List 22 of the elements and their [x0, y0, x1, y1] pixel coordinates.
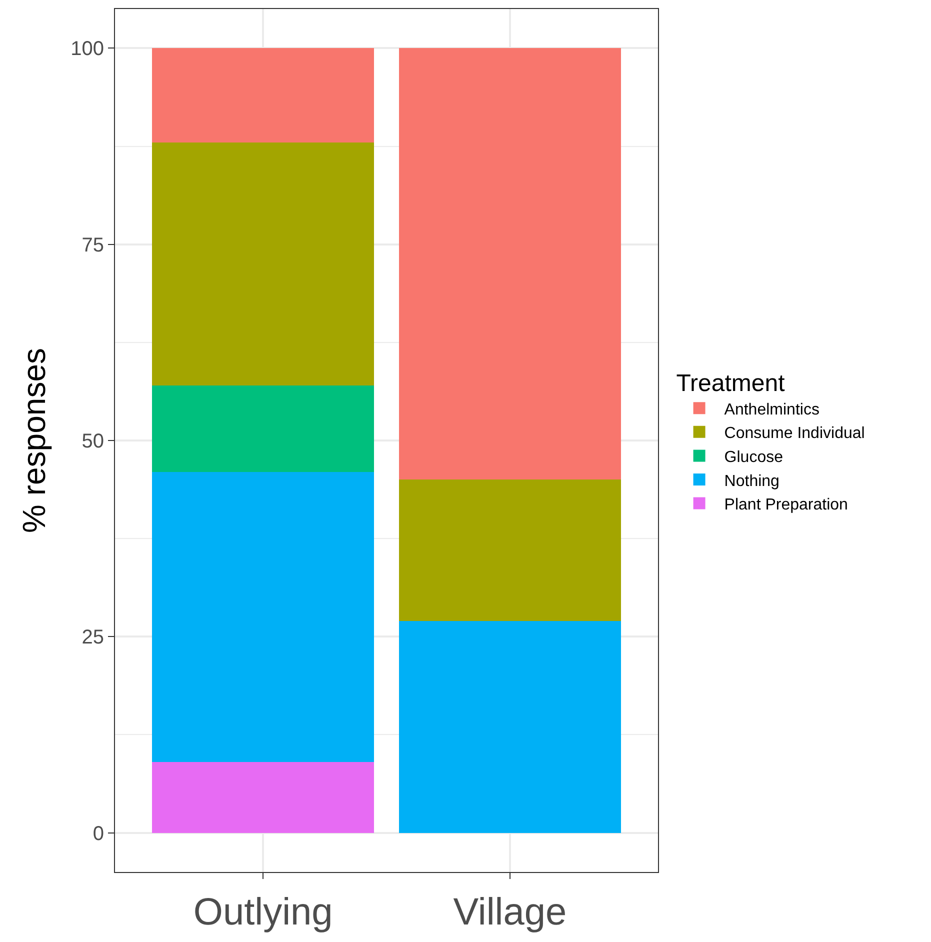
x-tick-label: Village: [453, 892, 567, 934]
y-tick-label: 100: [70, 38, 104, 60]
legend-label: Consume Individual: [724, 425, 865, 442]
bar: [152, 762, 374, 833]
bar: [398, 620, 621, 833]
legend-label: Glucose: [724, 448, 784, 466]
y-axis-title: % responses: [16, 348, 52, 533]
x-tick-label: Outlying: [193, 892, 333, 934]
bar: [152, 386, 374, 472]
legend-label: Plant Preparation: [724, 496, 848, 514]
legend-title: Treatment: [676, 370, 786, 398]
legend-label: Anthelmintics: [724, 401, 820, 418]
y-tick-label: 75: [82, 234, 104, 256]
bar: [152, 472, 374, 762]
y-tick-label: 50: [82, 430, 104, 452]
legend-label: Nothing: [724, 472, 780, 490]
y-tick-label: 0: [92, 822, 104, 845]
y-tick-label: 25: [82, 626, 104, 649]
bar: [398, 480, 621, 621]
bar: [152, 48, 374, 142]
bar: [152, 142, 374, 386]
bar: [398, 48, 621, 480]
